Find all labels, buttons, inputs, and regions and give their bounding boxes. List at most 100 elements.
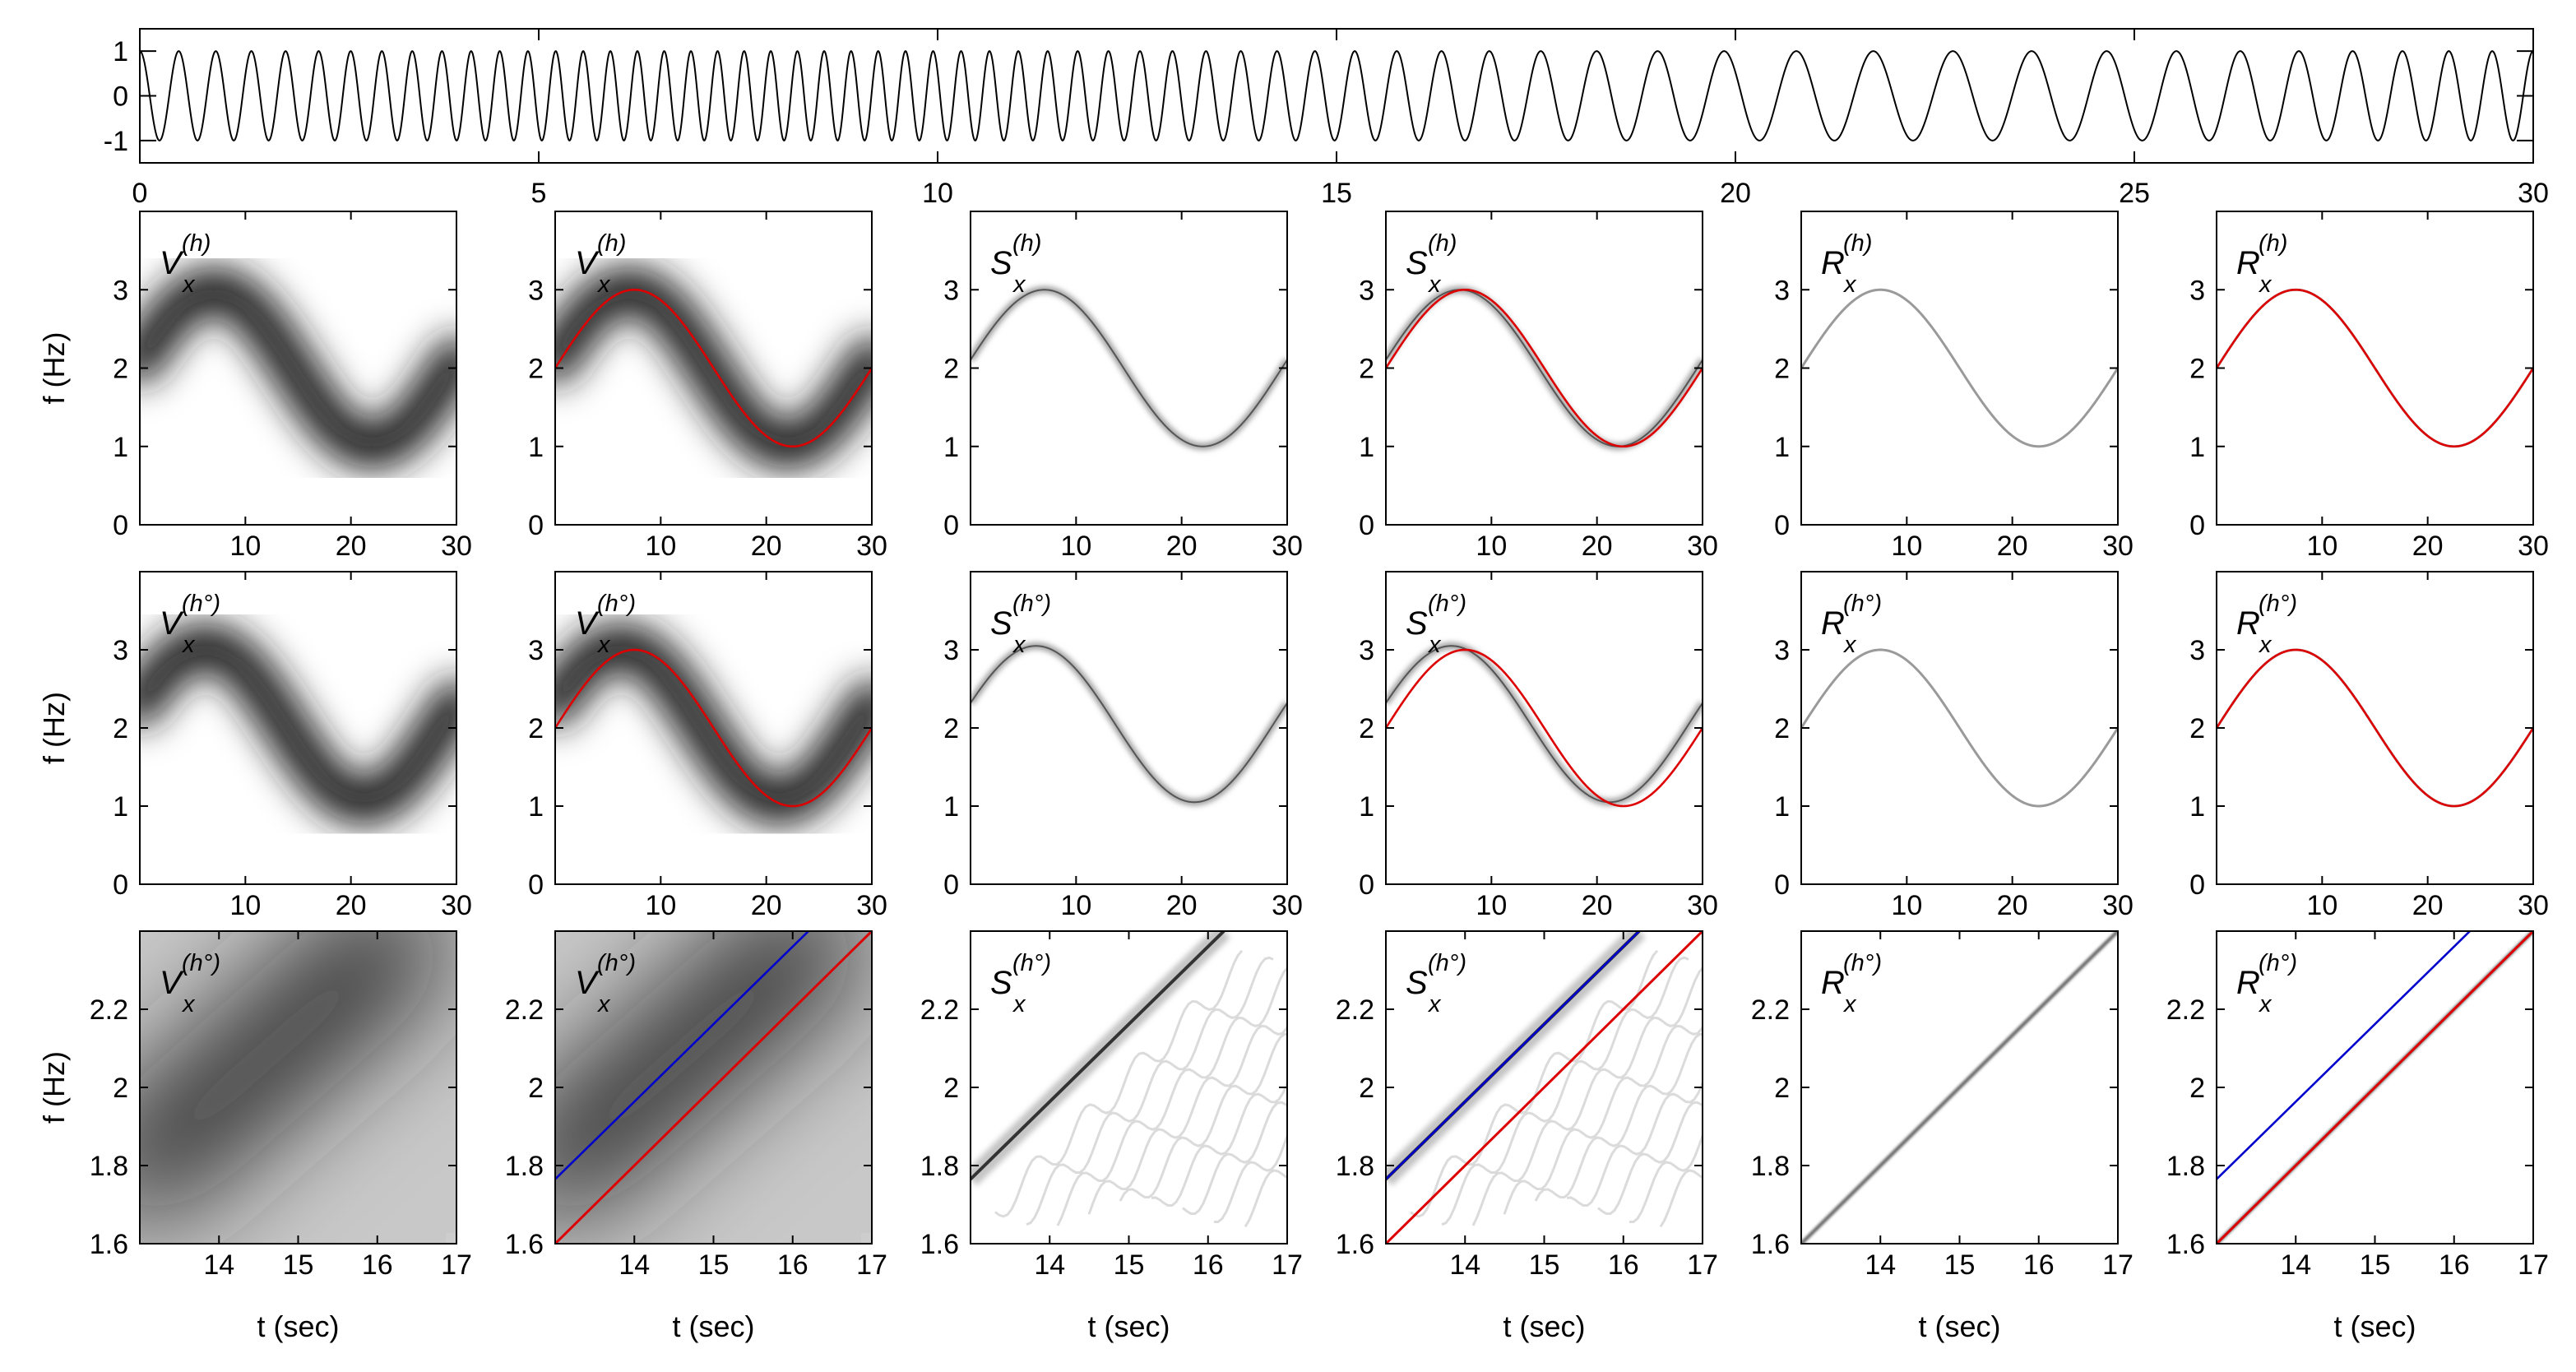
ridge-line <box>1801 288 2118 448</box>
reassigned-ridge <box>1386 289 1703 447</box>
reassigned-artifact <box>1151 1079 1287 1207</box>
y-tick-label: 1 <box>943 432 959 463</box>
true-frequency-red-line <box>555 288 872 448</box>
panel-label-sub: x <box>2258 271 2273 298</box>
x-tick-label: 30 <box>441 531 472 562</box>
plot-area <box>971 572 1287 884</box>
panel-label-base: S <box>990 605 1012 642</box>
panel-r1-c5: 10 20 30 0 1 2 3Rx (h) <box>1774 211 2134 562</box>
y-tick-label: 0 <box>1359 510 1374 541</box>
x-tick-label: 30 <box>2102 531 2134 562</box>
y-tick-label: 3 <box>943 275 959 306</box>
panel-r2-c2: 10 20 30 0 1 2 3Vx (h°) <box>528 571 887 921</box>
y-tick-label: 2.2 <box>1336 994 1374 1026</box>
x-tick-label: 30 <box>2518 890 2549 921</box>
panel-label-sup: (h) <box>1012 230 1041 257</box>
spectrogram-fade <box>360 1147 456 1244</box>
x-axis-label: t (sec) <box>2333 1309 2416 1343</box>
panel-label-sup: (h) <box>182 230 211 257</box>
x-tick-label: 20 <box>1997 890 2028 921</box>
plot-area <box>1801 211 2118 525</box>
signal-x-tick-label: 30 <box>2518 178 2549 209</box>
signal-y-tick-label: 0 <box>113 81 128 113</box>
x-tick-label: 15 <box>1529 1249 1560 1281</box>
y-tick-label: 2 <box>2189 1073 2205 1104</box>
x-tick-label: 17 <box>441 1249 472 1281</box>
plot-area <box>555 931 872 1244</box>
y-tick-label: 3 <box>1359 635 1374 666</box>
plot-area <box>555 211 872 525</box>
panel-label-sub: x <box>1012 991 1026 1017</box>
reassigned-artifact <box>1182 1101 1287 1215</box>
panel-label-base: R <box>2236 605 2260 642</box>
x-tick-label: 20 <box>1166 531 1198 562</box>
y-tick-label: 1 <box>528 432 544 463</box>
panel-label-base: S <box>1406 965 1428 1001</box>
panel-label-base: R <box>1821 965 1845 1001</box>
x-tick-label: 14 <box>203 1249 234 1281</box>
y-tick-label: 1 <box>1774 791 1790 823</box>
biased-frequency-blue-line <box>2217 931 2471 1180</box>
x-tick-label: 14 <box>1865 1249 1896 1281</box>
panel-label-sub: x <box>181 271 196 298</box>
signal-waveform <box>139 50 2534 141</box>
plot-background <box>971 211 1287 525</box>
x-tick-label: 10 <box>2306 531 2337 562</box>
spectrogram-fade <box>776 1147 872 1244</box>
y-tick-label: 1 <box>2189 432 2205 463</box>
y-tick-label: 1.8 <box>920 1151 959 1182</box>
panel-label-sub: x <box>1012 271 1026 298</box>
true-frequency-red-line <box>2217 648 2533 808</box>
panel-r1-c3: 10 20 30 0 1 2 3Sx (h) <box>943 211 1303 562</box>
panel-r2-c1: 10 20 30 0 1 2 3 Vx (h°) f (Hz) <box>37 571 472 921</box>
plot-area <box>1386 211 1703 525</box>
x-axis-label: t (sec) <box>1087 1309 1170 1343</box>
x-tick-label: 10 <box>2306 890 2337 921</box>
spectrogram-band <box>555 623 872 826</box>
x-tick-label: 20 <box>336 531 367 562</box>
y-tick-label: 1 <box>1774 432 1790 463</box>
panel-label-base: S <box>990 965 1012 1001</box>
y-tick-label: 2.2 <box>920 994 959 1026</box>
panel-r3-c2: 14 15 16 17 1.6 1.8 2 2.2 Vx (h°) t (sec) <box>505 930 887 1343</box>
y-tick-label: 2.2 <box>2166 994 2205 1026</box>
y-tick-label: 1 <box>1359 791 1374 823</box>
panel-label-sup: (h°) <box>1428 950 1466 976</box>
ridge-line <box>1801 648 2118 808</box>
x-tick-label: 30 <box>1687 531 1718 562</box>
y-tick-label: 1 <box>113 791 128 823</box>
plot-area <box>1386 572 1703 884</box>
panel-label-sub: x <box>1427 271 1442 298</box>
x-tick-label: 17 <box>1687 1249 1718 1281</box>
y-tick-label: 1.6 <box>505 1229 544 1260</box>
y-tick-label: 1.8 <box>505 1151 544 1182</box>
panel-label-base: R <box>1821 245 1845 281</box>
panel-label-base: V <box>575 605 600 642</box>
y-tick-label: 2 <box>1359 354 1374 385</box>
signal-x-tick-label: 20 <box>1720 178 1751 209</box>
plot-area <box>1386 931 1703 1244</box>
panel-label-base: V <box>575 245 600 281</box>
x-tick-label: 10 <box>229 890 261 921</box>
panel-r3-c6: 14 15 16 17 1.6 1.8 2 2.2 Rx (h°) t (sec) <box>2166 930 2549 1343</box>
panel-label-sub: x <box>1427 991 1442 1017</box>
x-tick-label: 30 <box>441 890 472 921</box>
y-tick-label: 3 <box>113 635 128 666</box>
panel-label-base: V <box>160 965 184 1001</box>
spectrogram-band <box>140 267 456 470</box>
panel-r1-c6: 10 20 30 0 1 2 3Rx (h) <box>2189 211 2549 562</box>
plot-area <box>1801 931 2118 1244</box>
y-tick-label: 1 <box>528 791 544 823</box>
y-tick-label: 3 <box>528 275 544 306</box>
x-tick-label: 20 <box>336 890 367 921</box>
reassigned-ridge <box>971 289 1287 447</box>
y-tick-label: 0 <box>1359 869 1374 901</box>
y-tick-label: 0 <box>2189 869 2205 901</box>
y-tick-label: 2 <box>2189 354 2205 385</box>
y-tick-label: 1 <box>113 432 128 463</box>
plot-area <box>140 211 456 525</box>
y-tick-label: 2 <box>943 713 959 744</box>
plot-area <box>2217 931 2533 1244</box>
